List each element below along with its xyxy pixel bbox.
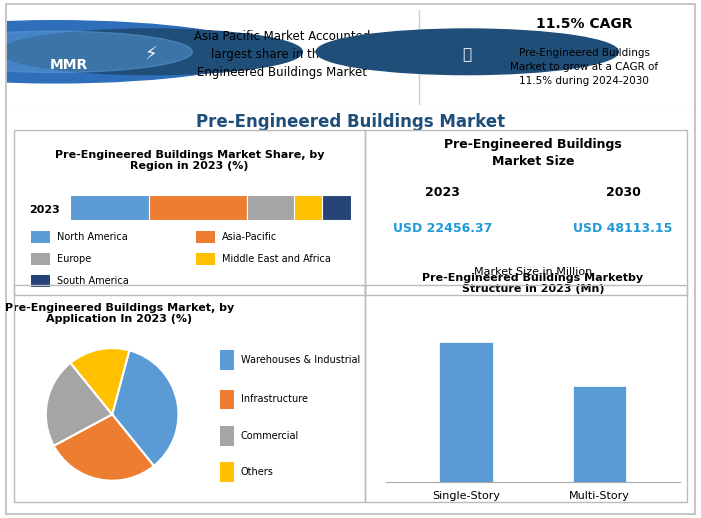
Text: Pre-Engineered Buildings Market: Pre-Engineered Buildings Market bbox=[196, 113, 505, 131]
Bar bbox=[294, 195, 322, 220]
Bar bbox=[70, 195, 149, 220]
Text: Infrastructure: Infrastructure bbox=[241, 395, 308, 405]
Wedge shape bbox=[70, 348, 129, 414]
Text: 🔥: 🔥 bbox=[463, 48, 472, 62]
Circle shape bbox=[316, 29, 618, 75]
Text: USD 48113.15: USD 48113.15 bbox=[573, 222, 673, 235]
Wedge shape bbox=[54, 414, 154, 481]
Bar bbox=[247, 195, 294, 220]
Bar bbox=[220, 463, 233, 482]
Circle shape bbox=[0, 29, 302, 75]
Text: Pre-Engineered Buildings
Market Size: Pre-Engineered Buildings Market Size bbox=[444, 138, 622, 168]
Bar bbox=[32, 253, 50, 265]
Bar bbox=[196, 231, 215, 243]
Text: North America: North America bbox=[57, 232, 128, 242]
Title: Pre-Engineered Buildings Marketby
Structure in 2023 (Mn): Pre-Engineered Buildings Marketby Struct… bbox=[422, 272, 644, 294]
Bar bbox=[149, 195, 247, 220]
Text: Asia Pacific Market Accounted
largest share in the Pre-
Engineered Buildings Mar: Asia Pacific Market Accounted largest sh… bbox=[193, 31, 370, 79]
Text: Europe: Europe bbox=[57, 254, 91, 264]
Text: MMR: MMR bbox=[50, 58, 88, 73]
Bar bbox=[32, 275, 50, 287]
Bar bbox=[196, 253, 215, 265]
Text: Pre-Engineered Buildings Market, by
Application In 2023 (%): Pre-Engineered Buildings Market, by Appl… bbox=[4, 303, 234, 324]
Text: USD 22456.37: USD 22456.37 bbox=[393, 222, 492, 235]
Text: Warehouses & Industrial: Warehouses & Industrial bbox=[241, 355, 360, 365]
Text: Middle East and Africa: Middle East and Africa bbox=[222, 254, 330, 264]
Text: Market Size in Million: Market Size in Million bbox=[474, 267, 592, 277]
Text: South America: South America bbox=[57, 276, 128, 286]
Text: 11.5% CAGR: 11.5% CAGR bbox=[536, 17, 632, 31]
Text: 2030: 2030 bbox=[606, 186, 641, 199]
Wedge shape bbox=[46, 363, 112, 445]
Bar bbox=[220, 390, 233, 409]
Circle shape bbox=[0, 21, 261, 83]
Circle shape bbox=[0, 31, 193, 73]
Wedge shape bbox=[112, 350, 179, 466]
Bar bbox=[322, 195, 350, 220]
Bar bbox=[220, 426, 233, 446]
Text: Pre-Engineered Buildings Market Share, by
Region in 2023 (%): Pre-Engineered Buildings Market Share, b… bbox=[55, 150, 324, 171]
Text: Commercial: Commercial bbox=[241, 431, 299, 441]
Bar bbox=[439, 342, 493, 482]
Text: ⚡: ⚡ bbox=[145, 46, 158, 64]
Text: 2023: 2023 bbox=[29, 205, 60, 215]
Bar bbox=[220, 350, 233, 370]
Text: Asia-Pacific: Asia-Pacific bbox=[222, 232, 277, 242]
Text: Others: Others bbox=[241, 467, 273, 478]
Text: 2023: 2023 bbox=[425, 186, 460, 199]
Text: Pre-Engineered Buildings
Market to grow at a CAGR of
11.5% during 2024-2030: Pre-Engineered Buildings Market to grow … bbox=[510, 48, 658, 87]
Bar bbox=[32, 231, 50, 243]
Bar bbox=[573, 386, 627, 482]
